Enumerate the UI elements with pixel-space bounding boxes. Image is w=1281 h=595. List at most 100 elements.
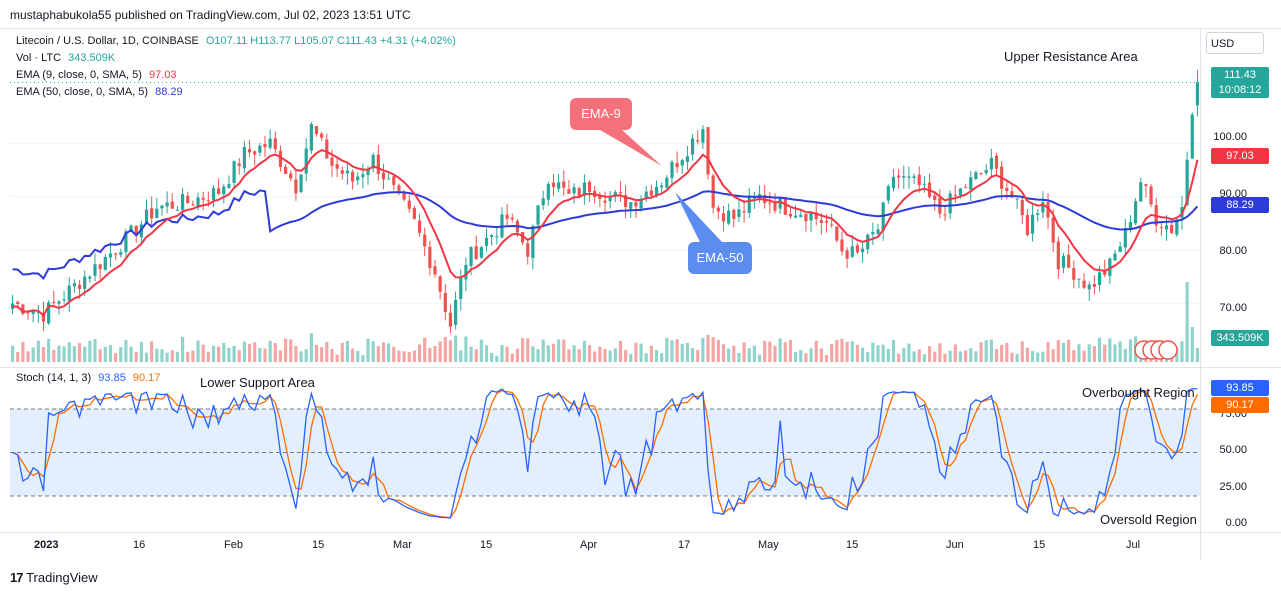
candle	[1113, 253, 1117, 261]
volume-bar	[1195, 348, 1200, 362]
volume-bar	[654, 349, 659, 362]
volume-bar	[778, 338, 782, 362]
volume-bar	[850, 341, 854, 362]
candle	[36, 312, 40, 314]
candle	[433, 266, 437, 275]
volume-bar	[871, 342, 875, 362]
volume-bar	[41, 347, 46, 362]
volume-bar	[335, 354, 339, 362]
stoch-d-tag: 90.17	[1211, 397, 1269, 413]
tradingview-logo[interactable]: 17 TradingView	[10, 570, 98, 585]
candle	[613, 192, 617, 197]
volume-bar	[670, 340, 674, 362]
volume-bar	[572, 345, 576, 362]
volume-bar	[701, 337, 705, 362]
volume-bar	[268, 340, 272, 362]
candle	[572, 187, 576, 194]
candle	[737, 209, 741, 217]
candle	[706, 127, 710, 175]
volume-bar	[402, 351, 406, 362]
volume-bar	[613, 348, 617, 362]
volume-bar	[587, 345, 592, 362]
candle	[654, 186, 659, 195]
volume-bar	[294, 345, 298, 362]
candle	[464, 264, 468, 280]
volume-bar	[423, 337, 427, 362]
candle	[902, 175, 906, 178]
volume-bar	[840, 338, 844, 362]
volume-bar	[134, 351, 138, 362]
candle	[520, 232, 525, 243]
volume-bar	[1128, 339, 1133, 362]
volume-bar	[763, 340, 767, 362]
candle	[855, 245, 860, 253]
candle	[541, 198, 545, 206]
candle	[31, 311, 35, 314]
candle	[222, 186, 226, 195]
volume-bar	[912, 351, 916, 362]
candle	[474, 246, 478, 259]
candle	[196, 197, 200, 207]
candle	[1082, 280, 1086, 288]
candle	[685, 156, 690, 162]
candle	[860, 248, 865, 253]
candle	[943, 214, 947, 216]
candle	[531, 226, 535, 259]
volume-bar	[819, 348, 823, 362]
currency-selector[interactable]: USD	[1206, 32, 1264, 54]
volume-bar	[598, 346, 602, 362]
candle	[299, 174, 303, 192]
candle	[1195, 82, 1200, 106]
candle	[150, 208, 154, 219]
ema50-line	[12, 189, 1199, 281]
volume-bar	[1185, 282, 1189, 362]
volume-tag: 343.509K	[1211, 330, 1269, 346]
volume-bar	[67, 342, 71, 362]
candle	[603, 200, 607, 203]
volume-bar	[1097, 337, 1102, 362]
candle	[665, 177, 669, 188]
candle	[1108, 258, 1112, 276]
volume-bar	[186, 351, 190, 362]
volume-bar	[1036, 352, 1040, 362]
candle	[819, 220, 823, 223]
candle	[52, 302, 56, 304]
candle	[716, 207, 720, 212]
volume-bar	[454, 335, 458, 362]
volume-bar	[624, 350, 628, 362]
legend-volume-row: Vol · LTC 343.509K	[16, 52, 115, 64]
legend-ema50-row: EMA (50, close, 0, SMA, 5) 88.29	[16, 86, 183, 98]
candle	[845, 250, 849, 259]
lower-support-label: Lower Support Area	[200, 375, 315, 390]
volume-bar	[98, 349, 102, 362]
volume-bar	[845, 341, 849, 362]
candle	[1190, 114, 1194, 159]
candle	[242, 147, 246, 169]
candle	[587, 181, 592, 193]
volume-bar	[1113, 344, 1117, 362]
time-label-apr: Apr	[580, 539, 598, 551]
candle	[747, 197, 751, 213]
volume-bar	[52, 350, 56, 362]
volume-bar	[459, 350, 463, 362]
legend-ema50-value: 88.29	[155, 86, 183, 98]
volume-bar	[1175, 347, 1179, 362]
candle	[680, 160, 684, 166]
candle	[1144, 184, 1148, 186]
candle	[26, 312, 30, 314]
time-label-15-feb: 15	[312, 539, 325, 551]
volume-bar	[562, 339, 566, 362]
candle	[644, 191, 648, 199]
candle	[675, 163, 679, 168]
volume-bar	[484, 345, 489, 362]
volume-bar	[479, 339, 483, 362]
candle	[309, 124, 313, 151]
candle	[1015, 198, 1019, 200]
candle	[969, 177, 973, 190]
volume-bar	[387, 343, 391, 362]
volume-bar	[835, 339, 839, 362]
candle	[979, 173, 983, 175]
candle	[608, 195, 612, 202]
volume-bar	[1067, 339, 1071, 362]
